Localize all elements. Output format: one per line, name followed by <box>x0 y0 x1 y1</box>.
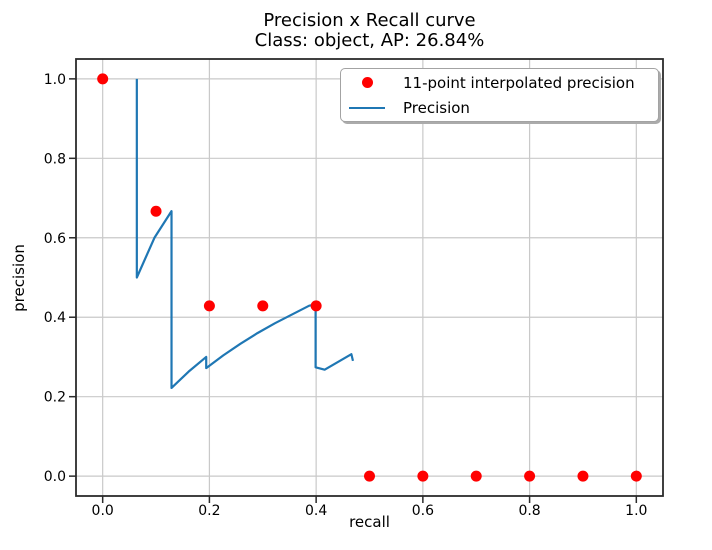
legend-label-interpolated-precision: 11-point interpolated precision <box>403 73 635 92</box>
y-tick-label: 0.6 <box>44 231 66 247</box>
data-point <box>524 470 536 482</box>
legend-item-interpolated-precision: 11-point interpolated precision <box>341 72 658 94</box>
legend: 11-point interpolated precision Precisio… <box>340 68 659 122</box>
y-tick-label: 0.8 <box>44 151 66 167</box>
legend-item-precision: Precision <box>341 97 658 119</box>
legend-marker-cell <box>341 106 393 109</box>
legend-label-precision: Precision <box>403 98 470 117</box>
x-tick-label: 1.0 <box>625 503 647 519</box>
x-tick-label: 0.0 <box>92 503 114 519</box>
data-point <box>470 470 482 482</box>
data-point <box>630 470 642 482</box>
y-tick-label: 0.4 <box>44 310 66 326</box>
scatter-marker-icon <box>361 77 373 88</box>
chart-subtitle: Class: object, AP: 26.84% <box>254 30 485 51</box>
y-tick-label: 1.0 <box>44 72 66 88</box>
x-tick-label: 0.8 <box>518 503 540 519</box>
x-axis-label: recall <box>349 513 390 531</box>
x-tick-label: 0.4 <box>305 503 327 519</box>
y-axis-label: precision <box>10 244 28 312</box>
data-point <box>203 300 215 312</box>
data-point <box>310 300 322 312</box>
axes-spines <box>75 58 664 497</box>
data-point <box>577 470 589 482</box>
y-tick-label: 0.0 <box>44 469 66 485</box>
y-tick-label: 0.2 <box>44 390 66 406</box>
data-point <box>150 205 162 217</box>
chart-title-block: Precision x Recall curve Class: object, … <box>76 11 663 51</box>
legend-marker-cell <box>341 77 393 88</box>
x-tick-label: 0.2 <box>198 503 220 519</box>
data-point <box>97 73 109 85</box>
data-point <box>257 300 269 312</box>
line-marker-icon <box>349 106 385 109</box>
data-point <box>417 470 429 482</box>
data-point <box>364 470 375 482</box>
x-tick-label: 0.6 <box>412 503 434 519</box>
precision-curve <box>135 78 355 390</box>
chart-title: Precision x Recall curve <box>263 10 476 31</box>
